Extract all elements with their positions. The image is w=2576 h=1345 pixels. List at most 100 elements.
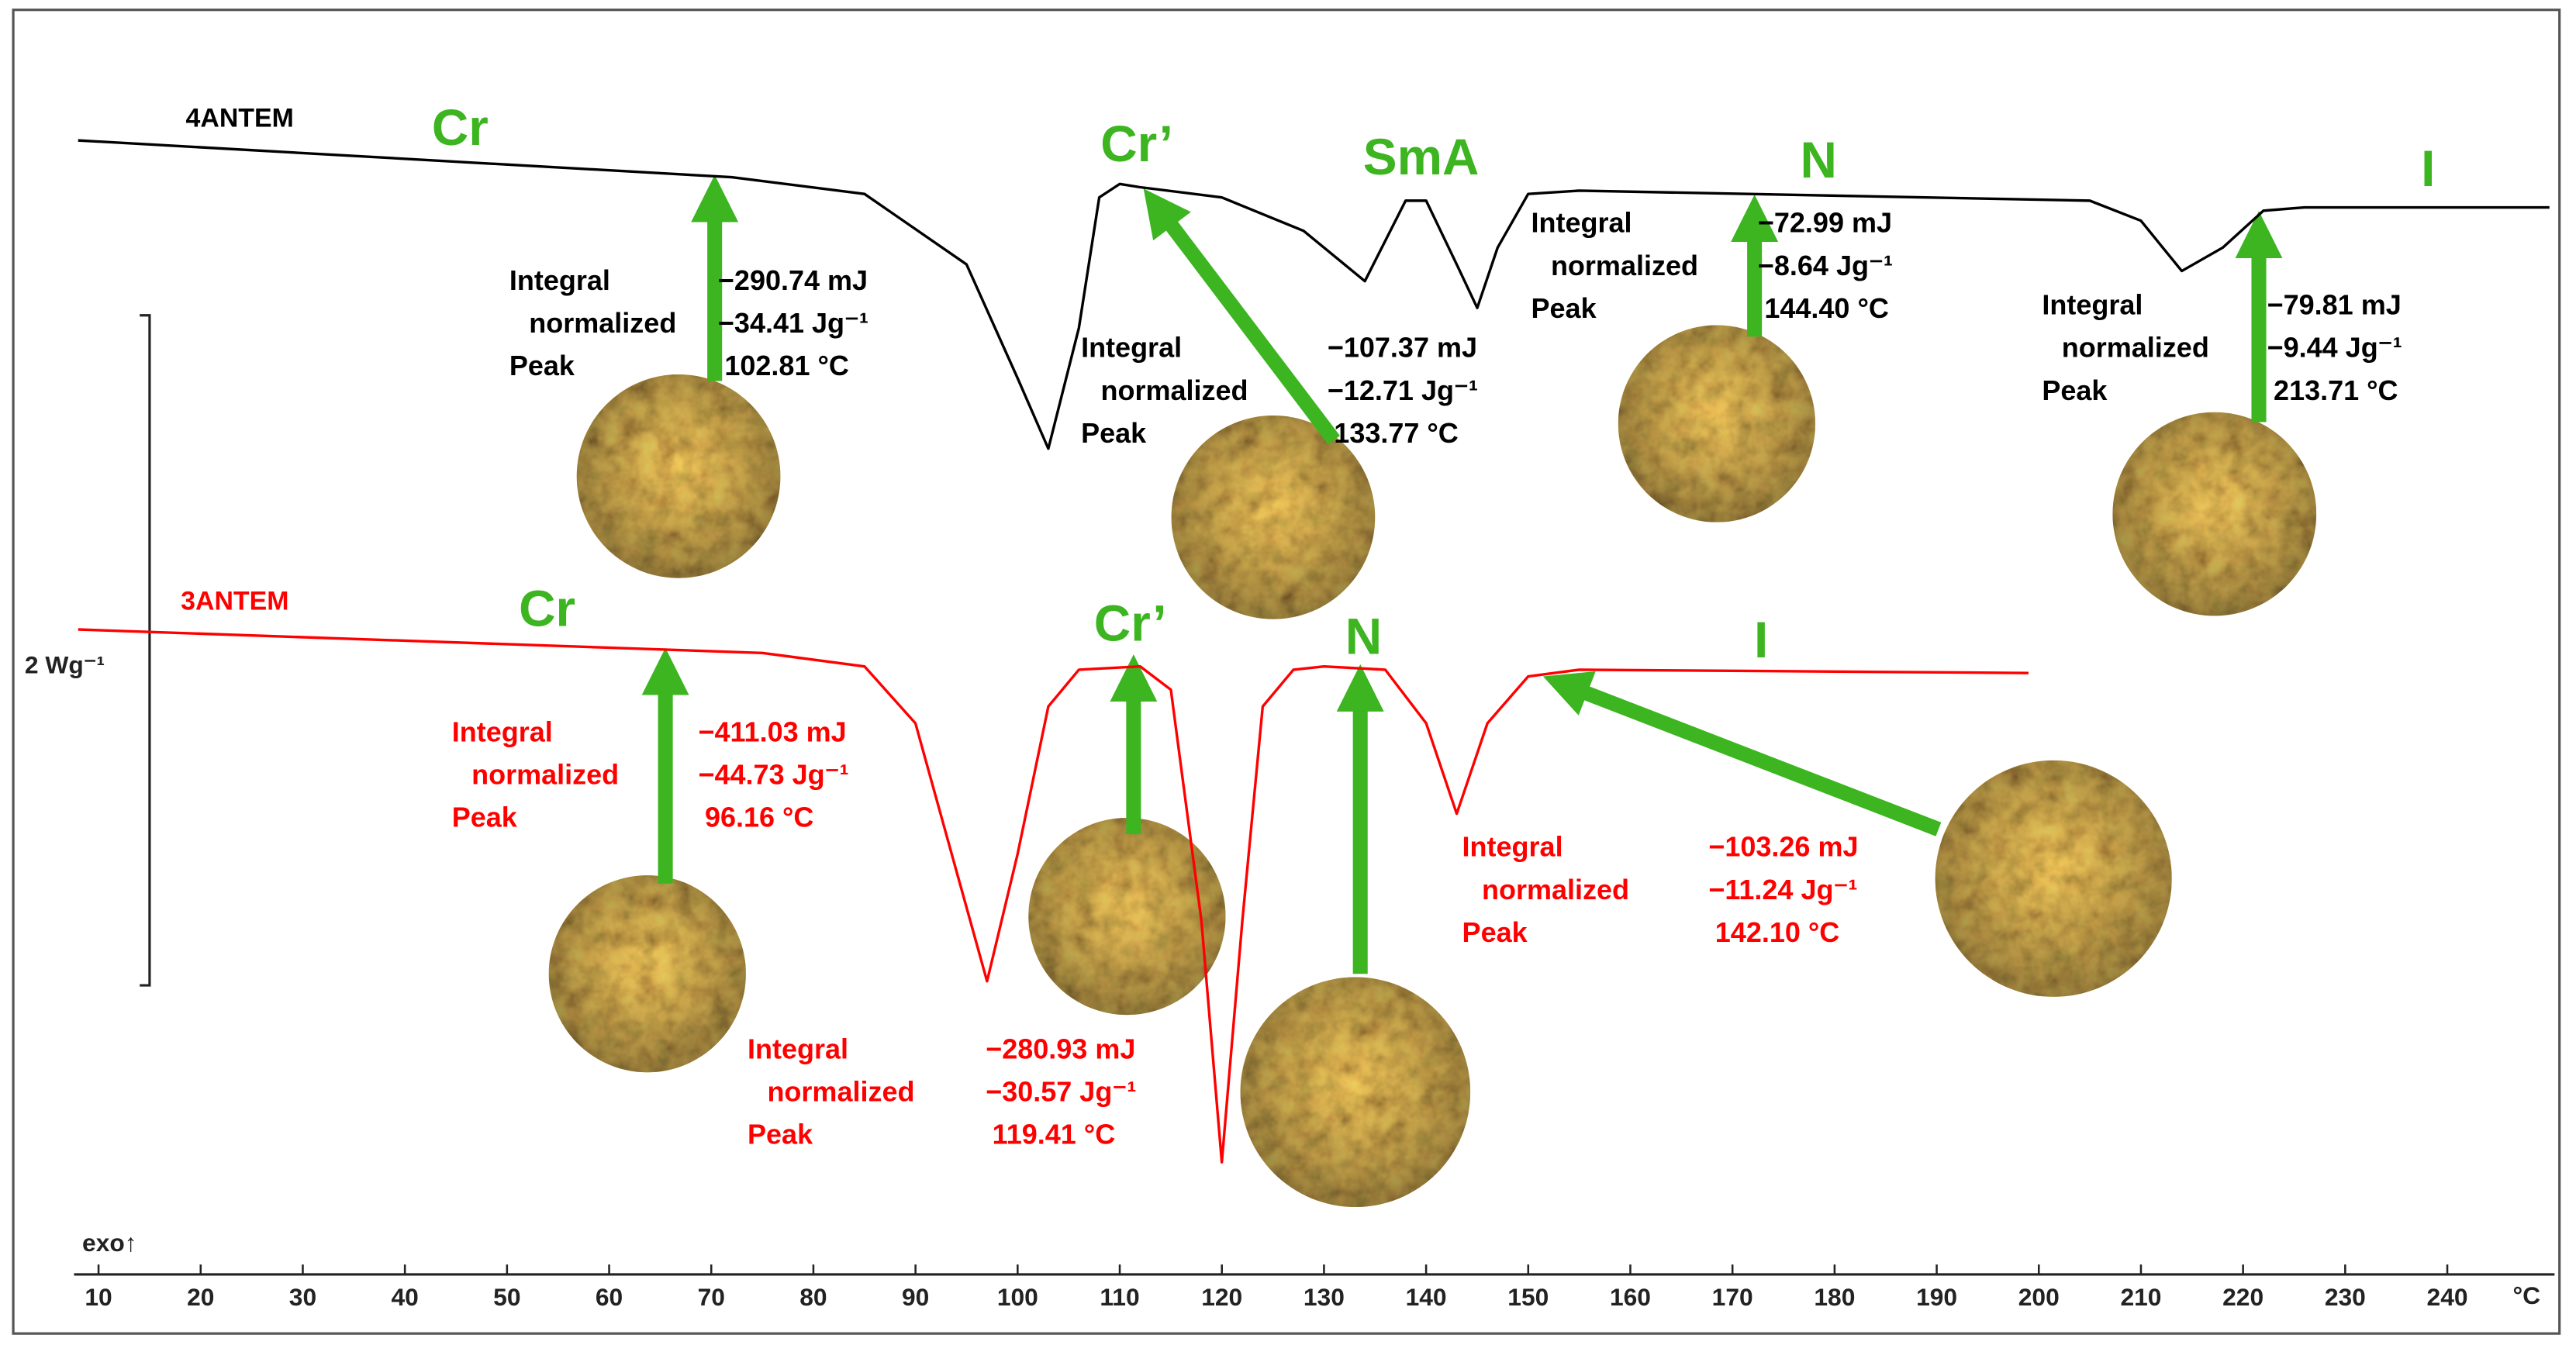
- annotation-label: normalized: [471, 759, 619, 791]
- annotation-label: Peak: [509, 350, 575, 381]
- annotation-value: 96.16 °C: [705, 802, 813, 833]
- phase-label: I: [2421, 140, 2435, 197]
- series-label: 3ANTEM: [181, 586, 288, 616]
- micrograph-shade: [1028, 817, 1226, 1016]
- x-tick-label: 130: [1304, 1283, 1345, 1311]
- scale-bar-label: 2 Wg⁻¹: [25, 650, 105, 678]
- x-tick-label: 240: [2427, 1283, 2468, 1311]
- annotation-value: −79.81 mJ: [2267, 289, 2402, 321]
- micrograph: [1935, 760, 2172, 997]
- x-tick-label: 180: [1814, 1283, 1855, 1311]
- x-tick-label: 60: [596, 1283, 623, 1311]
- annotation-label: Peak: [748, 1118, 813, 1150]
- annotation-label: Integral: [1081, 332, 1182, 364]
- annotation-label: Peak: [1081, 417, 1147, 449]
- micrograph-shade: [548, 875, 746, 1073]
- annotation-value: −9.44 Jg⁻¹: [2267, 332, 2402, 364]
- micrograph: [1171, 415, 1376, 619]
- annotation-value: −411.03 mJ: [698, 716, 846, 747]
- annotation-label: Peak: [452, 802, 518, 833]
- dsc-curve: [78, 628, 2029, 1164]
- micrograph: [1240, 977, 1471, 1208]
- micrograph-shade: [1171, 415, 1376, 619]
- x-tick-label: 150: [1507, 1283, 1549, 1311]
- x-tick-label: 30: [289, 1283, 316, 1311]
- micrograph: [1028, 817, 1226, 1016]
- x-tick-label: 220: [2222, 1283, 2263, 1311]
- annotation-value: −280.93 mJ: [986, 1033, 1135, 1064]
- x-tick-label: 90: [902, 1283, 929, 1311]
- x-tick-label: 110: [1100, 1283, 1139, 1311]
- annotation-value: −290.74 mJ: [718, 264, 868, 296]
- x-tick-label: 190: [1916, 1283, 1957, 1311]
- annotation-label: Integral: [2042, 289, 2143, 321]
- annotation-value: −8.64 Jg⁻¹: [1758, 250, 1893, 281]
- x-tick-label: 200: [2018, 1283, 2060, 1311]
- exo-label: exo↑: [82, 1229, 137, 1257]
- frame: [12, 9, 2561, 1335]
- dsc-curve: [78, 139, 2550, 450]
- annotation-label: normalized: [1551, 250, 1698, 281]
- x-tick-label: 50: [493, 1283, 520, 1311]
- annotation-value: −11.24 Jg⁻¹: [1708, 874, 1857, 905]
- x-tick-label: 80: [799, 1283, 827, 1311]
- annotation-value: −103.26 mJ: [1708, 831, 1858, 863]
- annotation-label: Integral: [1531, 207, 1632, 239]
- phase-label: N: [1345, 609, 1382, 665]
- annotation-value: 133.77 °C: [1334, 417, 1459, 449]
- x-tick-label: 70: [698, 1283, 725, 1311]
- phase-label: N: [1801, 132, 1837, 188]
- phase-label: I: [1754, 612, 1768, 668]
- phase-label: Cr: [432, 99, 489, 156]
- micrograph: [1618, 325, 1816, 522]
- micrograph-shade: [576, 374, 781, 578]
- annotation-label: Integral: [452, 716, 553, 747]
- x-tick-label: 230: [2325, 1283, 2366, 1311]
- x-tick-label: 20: [187, 1283, 214, 1311]
- phase-label: Cr’: [1094, 595, 1167, 652]
- micrograph-shade: [1618, 325, 1816, 522]
- x-tick-label: 100: [997, 1283, 1038, 1311]
- micrograph-shade: [1935, 760, 2172, 997]
- phase-label: Cr’: [1100, 116, 1173, 172]
- annotation-value: 144.40 °C: [1764, 292, 1889, 324]
- x-tick-label: 210: [2120, 1283, 2161, 1311]
- micrograph: [2112, 412, 2317, 616]
- annotation-value: 102.81 °C: [724, 350, 849, 381]
- decorations: [548, 174, 2317, 1208]
- x-tick-label: 120: [1201, 1283, 1242, 1311]
- annotation-label: normalized: [1100, 374, 1248, 406]
- series-label: 4ANTEM: [186, 104, 294, 133]
- micrograph: [548, 875, 746, 1073]
- annotation-value: −107.37 mJ: [1328, 332, 1477, 364]
- x-tick-label: 40: [391, 1283, 418, 1311]
- x-axis-label: °C: [2512, 1281, 2540, 1309]
- annotation-label: normalized: [529, 307, 676, 339]
- annotation-value: 142.10 °C: [1715, 916, 1840, 948]
- annotation-label: Peak: [2042, 374, 2108, 406]
- x-tick-label: 10: [85, 1283, 112, 1311]
- annotation-label: Peak: [1531, 292, 1597, 324]
- micrograph: [576, 374, 781, 578]
- annotation-value: 119.41 °C: [993, 1118, 1116, 1150]
- arrow: [1143, 188, 1340, 445]
- annotation-label: normalized: [2062, 332, 2209, 364]
- phase-label: Cr: [519, 581, 575, 637]
- annotation-label: normalized: [1482, 874, 1629, 905]
- annotation-label: Integral: [1462, 831, 1563, 863]
- x-tick-label: 160: [1610, 1283, 1651, 1311]
- micrograph-shade: [1240, 977, 1471, 1208]
- scale-bar: [140, 314, 151, 987]
- annotation-value: −72.99 mJ: [1758, 207, 1892, 239]
- annotation-value: −44.73 Jg⁻¹: [698, 759, 848, 791]
- annotation-value: 213.71 °C: [2274, 374, 2398, 406]
- annotation-label: Integral: [509, 264, 610, 296]
- micrograph-shade: [2112, 412, 2317, 616]
- annotation-value: −30.57 Jg⁻¹: [986, 1075, 1136, 1107]
- annotation-label: Integral: [748, 1033, 848, 1064]
- annotation-value: −34.41 Jg⁻¹: [718, 307, 868, 339]
- annotation-label: Peak: [1462, 916, 1528, 948]
- arrow: [1542, 671, 1942, 836]
